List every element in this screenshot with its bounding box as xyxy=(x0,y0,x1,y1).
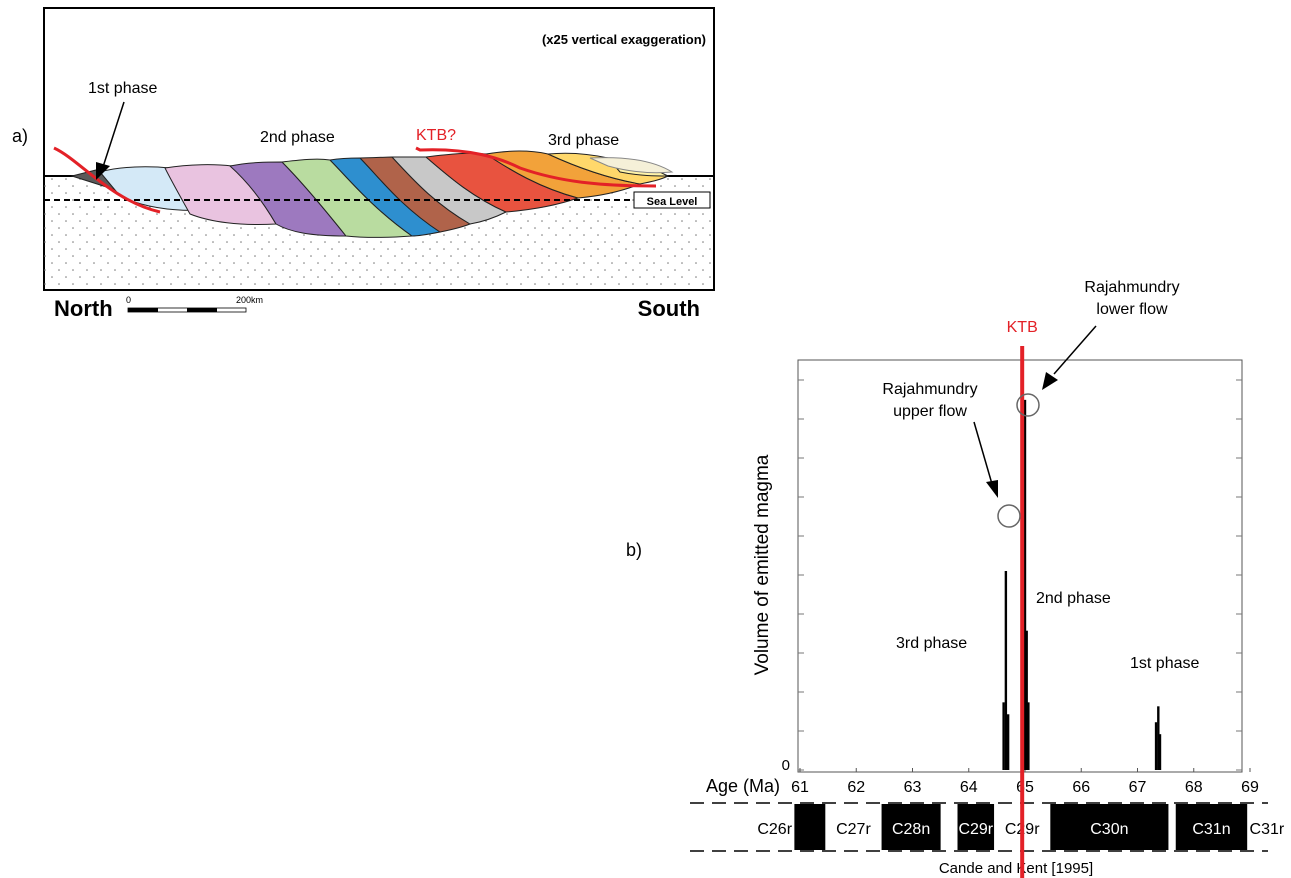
x-tick-label: 61 xyxy=(791,779,809,796)
magma-bar xyxy=(1027,702,1030,770)
lower-flow-arrowhead xyxy=(1042,372,1058,390)
phase1-label-b: 1st phase xyxy=(1130,655,1199,672)
chron-label: C27r xyxy=(836,821,871,838)
scale-end: 200km xyxy=(236,295,263,305)
upper-flow-label-line2: upper flow xyxy=(893,403,967,420)
magma-bar xyxy=(1158,734,1162,770)
panel-a-label: a) xyxy=(12,126,28,146)
lower-flow-label-line1: Rajahmundry xyxy=(1084,279,1179,296)
phase2-label-a: 2nd phase xyxy=(260,129,335,146)
magma-bar xyxy=(1154,722,1158,770)
ktb-label: KTB xyxy=(1007,319,1038,336)
scale-bar xyxy=(127,307,247,313)
x-axis-label: Age (Ma) xyxy=(706,776,780,796)
chron-label: C26r xyxy=(757,821,792,838)
exaggeration-note: (x25 vertical exaggeration) xyxy=(542,32,706,47)
x-tick-label: 65 xyxy=(1016,779,1034,796)
y-zero-label: 0 xyxy=(782,757,790,774)
x-tick-label: 63 xyxy=(904,779,922,796)
north-label: North xyxy=(54,296,113,321)
lava-flows xyxy=(70,150,674,238)
y-ticks xyxy=(798,379,1242,771)
x-ticks: 61 62 63 64 65 66 67 68 69 xyxy=(791,768,1259,796)
x-tick-label: 62 xyxy=(847,779,865,796)
scale-start: 0 xyxy=(126,295,131,305)
magma-bar xyxy=(1002,702,1005,770)
ktb-horizon-line xyxy=(53,146,161,214)
y-axis-label: Volume of emitted magma xyxy=(752,454,773,675)
sea-level-label: Sea Level xyxy=(647,196,698,208)
chron-block xyxy=(794,804,826,850)
plot-area xyxy=(797,359,1243,773)
lower-flow-arrow xyxy=(1053,325,1097,375)
upper-flow-arrowhead xyxy=(986,480,998,498)
ktb-horizon-line-south xyxy=(415,146,657,188)
chron-label: C30n xyxy=(1090,821,1128,838)
phase1-label-a: 1st phase xyxy=(88,80,157,97)
chron-label: C31r xyxy=(1250,821,1285,838)
phase2-label-b: 2nd phase xyxy=(1036,590,1111,607)
magma-bar xyxy=(1004,571,1008,770)
chron-label: C28n xyxy=(892,821,930,838)
lower-flow-label-line2: lower flow xyxy=(1096,301,1168,318)
chron-block xyxy=(1175,804,1248,850)
source-citation: Cande and Kent [1995] xyxy=(939,860,1093,877)
chron-block xyxy=(957,804,995,850)
panel-a: a) (x25 vertical exaggeration) Sea Level xyxy=(12,7,715,321)
flow-13 xyxy=(589,157,674,174)
panel-b: b) Volume of emitted magma 0 Age (Ma) 61… xyxy=(626,279,1285,878)
ktb-question-label: KTB? xyxy=(416,127,456,144)
south-label: South xyxy=(638,296,700,321)
upper-flow-label-line1: Rajahmundry xyxy=(882,381,977,398)
phase3-label-b: 3rd phase xyxy=(896,635,967,652)
chron-label: C31n xyxy=(1192,821,1230,838)
phase3-label-a: 3rd phase xyxy=(548,132,619,149)
magma-bars xyxy=(1002,399,1162,770)
sea-level-box xyxy=(633,191,711,209)
x-tick-label: 67 xyxy=(1129,779,1147,796)
magma-bar xyxy=(1023,399,1027,770)
lower-flow-circle xyxy=(1016,393,1040,417)
upper-flow-arrow xyxy=(973,421,993,485)
phase1-arrowhead xyxy=(96,162,110,180)
chron-block xyxy=(1050,804,1169,850)
chron-label: C29r xyxy=(958,821,993,838)
phase1-arrow xyxy=(101,101,125,171)
x-tick-label: 64 xyxy=(960,779,978,796)
x-tick-label: 69 xyxy=(1241,779,1259,796)
chron-block xyxy=(881,804,941,850)
magma-bar xyxy=(1006,714,1010,770)
upper-flow-circle xyxy=(997,504,1021,528)
panel-b-label: b) xyxy=(626,540,642,560)
magma-bar xyxy=(1025,630,1028,770)
x-tick-label: 66 xyxy=(1072,779,1090,796)
magma-bar xyxy=(1157,706,1160,770)
chron-scale: C26rC27rC28nC29rC29rC30nC31nC31r xyxy=(757,804,1285,850)
x-tick-label: 68 xyxy=(1185,779,1203,796)
